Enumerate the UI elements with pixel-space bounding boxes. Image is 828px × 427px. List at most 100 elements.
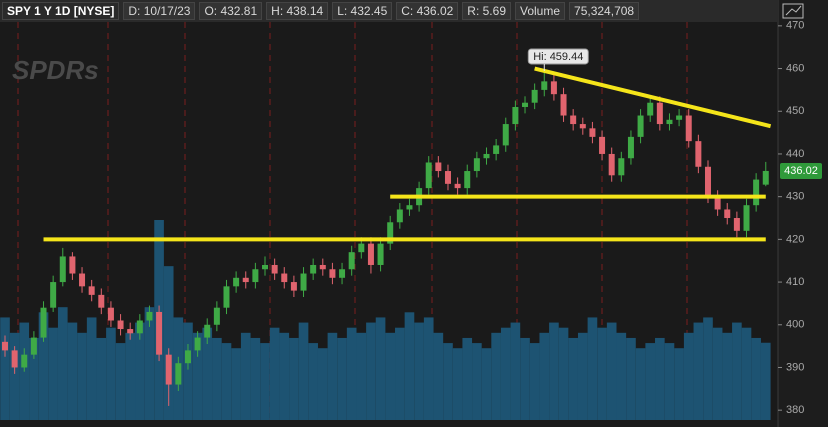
y-tick-label: 430 — [786, 191, 804, 203]
candle-body — [406, 205, 413, 210]
volume-bar — [356, 332, 367, 420]
candle-body — [319, 264, 326, 270]
info-field: H: 438.14 — [266, 2, 329, 20]
y-tick-label: 460 — [786, 62, 804, 74]
candle-body — [724, 209, 731, 219]
volume-bar — [597, 327, 607, 420]
volume-bar — [240, 332, 251, 420]
volume-bar — [317, 348, 328, 420]
candle-body — [40, 307, 47, 338]
candle-body — [175, 363, 182, 385]
volume-bar — [693, 322, 704, 420]
volume-bar — [481, 348, 492, 420]
candle-body — [79, 273, 86, 287]
candle-body — [599, 136, 606, 154]
volume-bar — [96, 337, 107, 420]
volume-bar — [48, 327, 58, 420]
volume-bar — [703, 317, 713, 420]
candle-body — [21, 354, 28, 368]
candle-body — [271, 264, 278, 274]
candle-body — [242, 277, 249, 283]
candle-body — [348, 252, 355, 270]
candle-body — [233, 277, 240, 287]
volume-bar — [231, 348, 241, 420]
volume-bar — [67, 322, 78, 420]
candle-body — [262, 264, 269, 270]
axis-bg — [778, 0, 828, 427]
trendline — [534, 66, 772, 129]
volume-text: 75,324,708 — [569, 2, 640, 20]
candle-body — [127, 329, 134, 334]
candle-body — [762, 170, 769, 185]
volume-bar — [539, 332, 550, 420]
candle-body — [156, 311, 163, 355]
candle-body — [184, 350, 191, 364]
candle-body — [647, 102, 654, 116]
volume-bar — [269, 327, 280, 420]
candle-body — [676, 115, 683, 120]
candle-body — [339, 269, 346, 278]
volume-bar — [9, 332, 20, 420]
candle-body — [454, 183, 461, 189]
candle-body — [473, 158, 480, 172]
candle-body — [425, 162, 432, 189]
volume-bar — [664, 343, 675, 420]
candle-body — [435, 162, 442, 172]
volume-bar — [712, 327, 723, 420]
header: SPY 1 Y 1D [NYSE] D: 10/17/23 O: 432.81 … — [0, 0, 778, 22]
volume-bar — [29, 337, 39, 420]
volume-bar — [404, 312, 415, 420]
volume-bar — [135, 322, 145, 420]
candle-body — [637, 115, 644, 137]
symbol[interactable]: SPY 1 Y 1D [NYSE] — [2, 2, 120, 20]
info-field: O: 432.81 — [199, 2, 263, 20]
candle-body — [88, 286, 95, 295]
candle-body — [464, 171, 471, 189]
candle-body — [502, 124, 509, 146]
volume-bar — [462, 337, 473, 420]
candle-body — [396, 209, 403, 223]
candle-body — [69, 256, 76, 274]
volume-bar — [327, 332, 338, 420]
high-label: Hi: 459.44 — [533, 51, 583, 63]
volume-bar — [741, 327, 752, 420]
candle-body — [30, 337, 37, 355]
candle-body — [695, 141, 702, 167]
candle-body — [358, 243, 365, 253]
candle-body — [11, 350, 18, 368]
settings-icon[interactable] — [782, 3, 804, 19]
volume-bar — [375, 317, 386, 420]
candle-body — [714, 196, 721, 210]
volume-bar — [260, 343, 270, 420]
volume-bar — [395, 327, 405, 420]
volume-bar — [337, 337, 347, 420]
candle-body — [753, 179, 760, 206]
volume-bar — [423, 317, 434, 420]
candle-body — [204, 324, 211, 338]
candle-body — [300, 273, 307, 291]
info-field: D: 10/17/23 — [123, 2, 196, 20]
volume-bar — [683, 332, 694, 420]
volume-bar — [655, 337, 665, 420]
candle-body — [570, 115, 577, 125]
candle-body — [223, 286, 230, 308]
candle-body — [444, 171, 451, 184]
volume-bar — [346, 327, 357, 420]
volume-bar — [279, 332, 290, 420]
candle-body — [281, 273, 288, 283]
volume-bar — [587, 317, 598, 420]
candle-body — [579, 124, 586, 129]
volume-bar — [626, 337, 636, 420]
candle-body — [483, 153, 490, 159]
candle-body — [656, 102, 663, 125]
volume-bar — [433, 332, 444, 420]
y-tick-label: 420 — [786, 233, 804, 245]
volume-bar — [298, 322, 309, 420]
candle-body — [194, 337, 201, 351]
y-tick-label: 470 — [786, 20, 804, 32]
volume-bar — [0, 317, 10, 420]
volume-bar — [86, 317, 97, 420]
candle-body — [377, 243, 384, 265]
candle-body — [59, 256, 66, 283]
